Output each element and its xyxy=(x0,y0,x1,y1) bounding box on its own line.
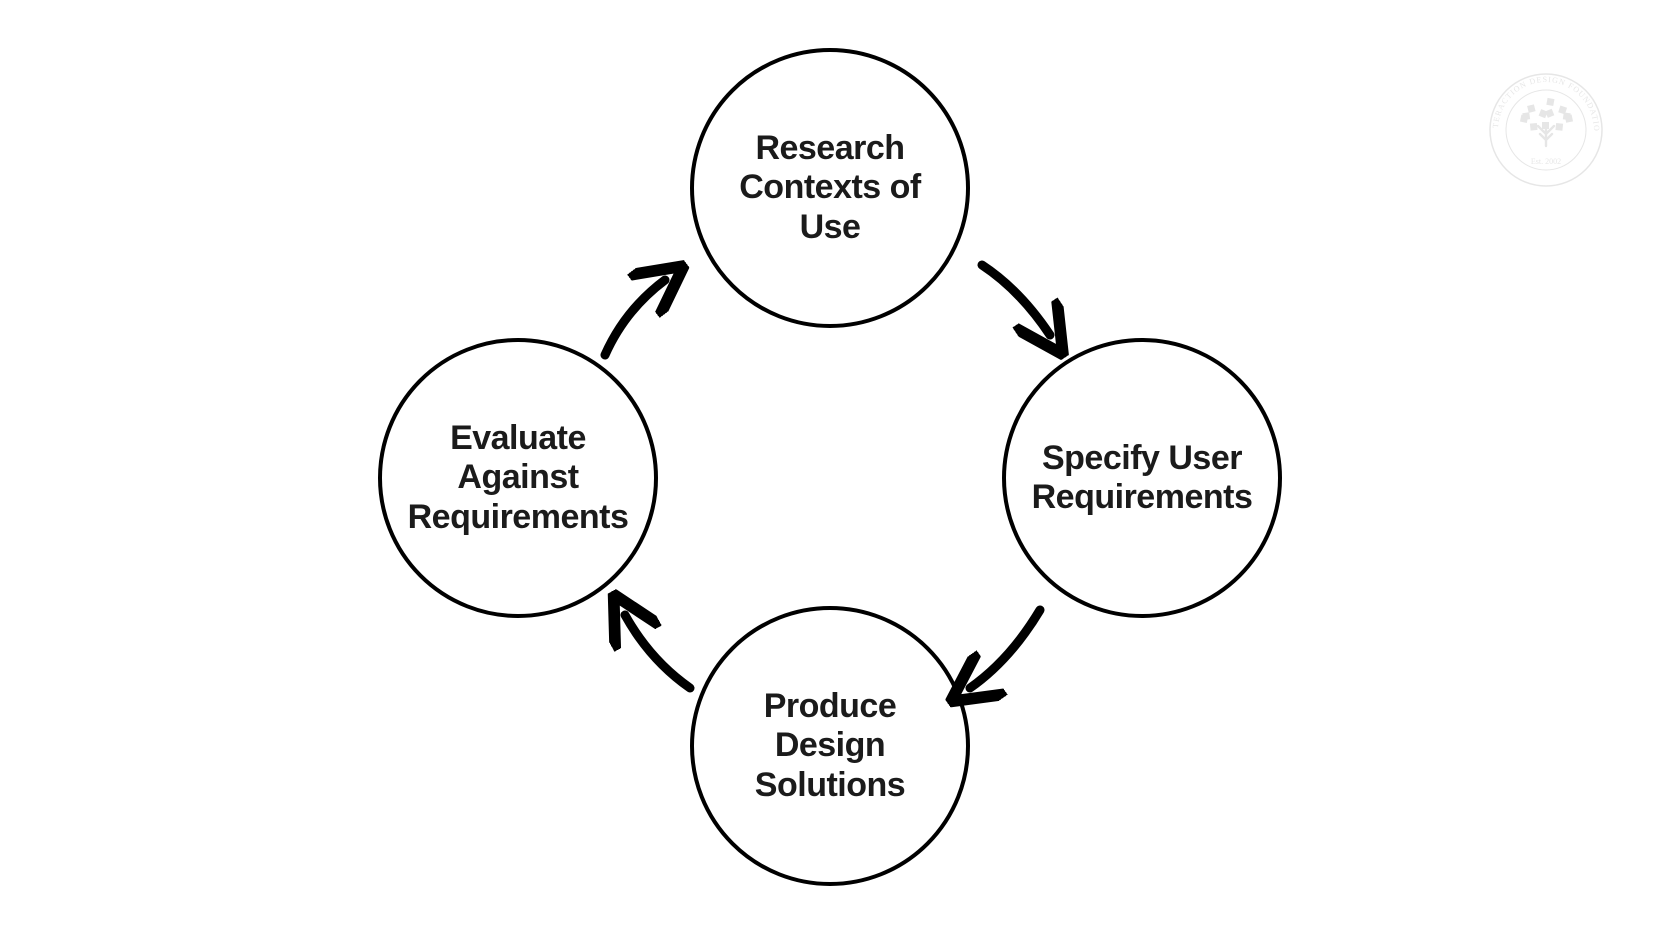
arrows-layer xyxy=(0,0,1660,932)
logo-org-text: INTERACTION DESIGN FOUNDATION xyxy=(1476,60,1601,132)
arrow-research-to-specify xyxy=(982,265,1050,335)
arrow-evaluate-to-research xyxy=(605,280,665,355)
idf-logo-watermark: INTERACTION DESIGN FOUNDATION Est. 2002 xyxy=(1476,60,1616,200)
logo-est-text: Est. 2002 xyxy=(1531,157,1561,166)
arrow-produce-to-evaluate xyxy=(625,615,690,688)
diagram-stage: Research Contexts of Use Specify User Re… xyxy=(0,0,1660,932)
arrow-specify-to-produce xyxy=(970,610,1040,688)
svg-text:INTERACTION DESIGN FOUNDATION: INTERACTION DESIGN FOUNDATION xyxy=(1476,60,1601,132)
